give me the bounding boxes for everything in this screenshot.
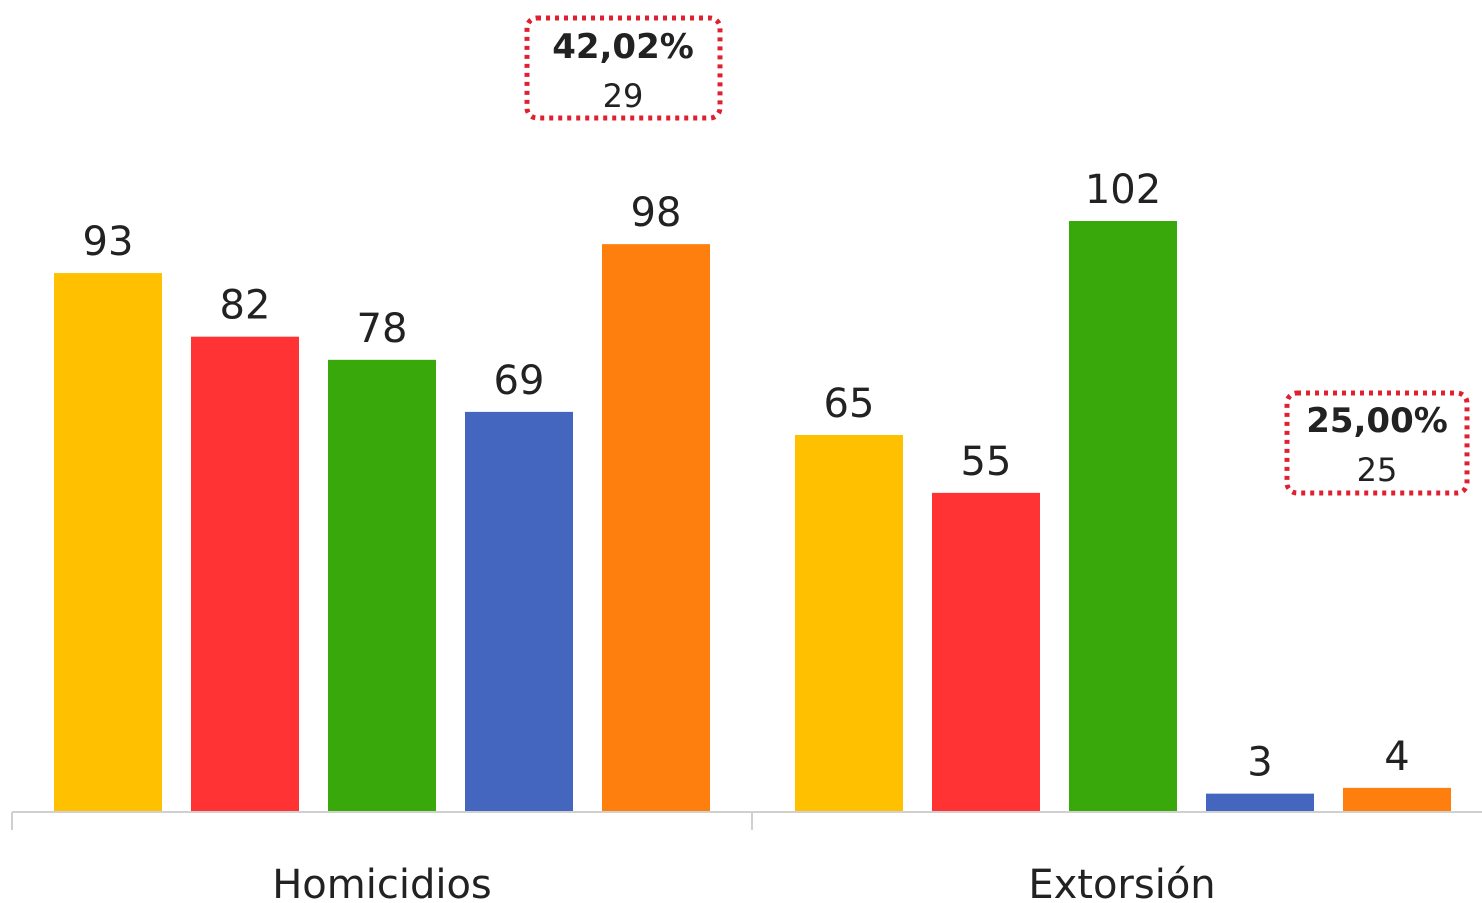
bar <box>1206 793 1314 811</box>
bar-value-label: 82 <box>220 283 271 329</box>
bar-value-label: 102 <box>1085 167 1161 213</box>
callout-percent: 42,02% <box>552 27 694 67</box>
bar-value-label: 69 <box>494 358 545 404</box>
callout-percent: 25,00% <box>1306 401 1448 441</box>
bar <box>795 435 903 811</box>
bar <box>54 273 162 811</box>
category-labels-layer: Homicidios Extorsión <box>272 862 1215 903</box>
bar-value-label: 93 <box>83 219 134 265</box>
bar-value-label: 78 <box>357 306 408 352</box>
bar-value-label: 55 <box>961 439 1012 485</box>
bar <box>1343 787 1451 811</box>
bar-value-label: 3 <box>1247 740 1272 786</box>
callout-box: 42,02% 29 <box>524 15 723 121</box>
x-axis <box>11 811 1482 830</box>
category-label: Extorsión <box>1028 862 1215 903</box>
callout-value: 29 <box>603 77 644 115</box>
bar <box>932 492 1040 811</box>
bar <box>602 244 710 811</box>
bar-value-label: 65 <box>824 381 875 427</box>
bar <box>191 336 299 811</box>
bar-value-label: 98 <box>631 190 682 236</box>
bar-value-label: 4 <box>1384 734 1409 780</box>
callout-value: 25 <box>1357 451 1398 489</box>
bar <box>1069 221 1177 811</box>
category-label: Homicidios <box>272 862 492 903</box>
callout-box: 25,00% 25 <box>1284 390 1470 496</box>
value-labels-layer: 93 82 78 69 98 65 55 102 3 4 <box>83 167 1410 786</box>
callout-border <box>524 15 723 121</box>
callout-border <box>1284 390 1470 496</box>
bars-layer <box>54 221 1451 811</box>
bar <box>465 411 573 811</box>
bar <box>328 359 436 811</box>
